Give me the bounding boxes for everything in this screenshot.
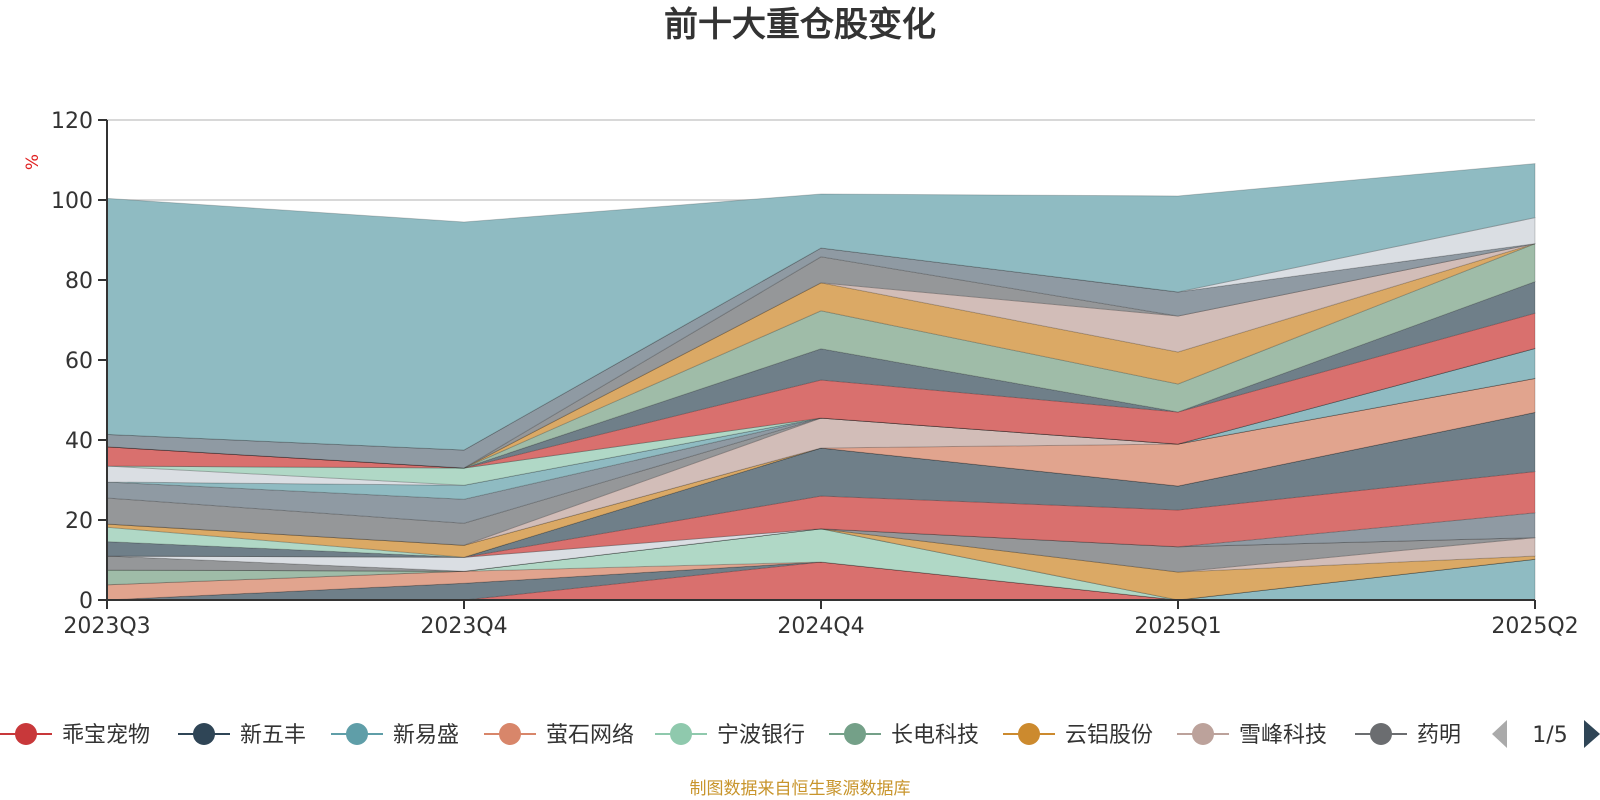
legend-label: 长电科技 [891, 723, 979, 748]
axes: 0 20 40 60 80 100 120 2023Q3 2023Q4 2024Q4 2025Q1 2… [51, 109, 1579, 639]
legend-label: 乖宝宠物 [62, 723, 150, 748]
legend-label: 雪峰科技 [1239, 723, 1327, 748]
legend-item[interactable]: 云铝股份 [1003, 723, 1153, 748]
y-axis-unit-label: % [23, 154, 43, 170]
y-tick-label: 20 [65, 509, 93, 534]
y-tick-label: 0 [79, 589, 93, 614]
area-series-32 [106, 163, 1536, 451]
legend-label: 宁波银行 [717, 723, 805, 748]
y-tick-label: 60 [65, 349, 93, 374]
legend-circle-marker [193, 723, 215, 745]
x-tick-label: 2023Q3 [63, 614, 150, 639]
x-tick-label: 2025Q1 [1134, 614, 1221, 639]
area-series-24 [106, 312, 1536, 469]
legend-label: 萤石网络 [546, 723, 634, 748]
legend-item[interactable]: 长电科技 [829, 723, 979, 748]
y-tick-label: 120 [51, 109, 93, 134]
y-tick-label: 80 [65, 269, 93, 294]
x-tick-label: 2023Q4 [420, 614, 507, 639]
legend-circle-marker [15, 723, 37, 745]
legend-circle-marker [1370, 723, 1392, 745]
y-tick-label: 100 [51, 189, 93, 214]
data-source-note: 制图数据来自恒生聚源数据库 [690, 779, 911, 799]
chart-title: 前十大重仓股变化 [664, 5, 936, 45]
legend-label: 云铝股份 [1065, 723, 1153, 748]
triangle-left-icon[interactable] [1492, 720, 1507, 748]
legend-item[interactable]: 宁波银行 [655, 723, 805, 748]
legend-circle-marker [499, 723, 521, 745]
legend-label: 药明 [1417, 723, 1461, 748]
legend-circle-marker [1018, 723, 1040, 745]
triangle-right-icon[interactable] [1584, 720, 1600, 748]
legend-circle-marker [844, 723, 866, 745]
legend-circle-marker [670, 723, 692, 745]
legend-circle-marker [1192, 723, 1214, 745]
legend: 乖宝宠物 新五丰 新易盛 萤石网络 宁波银行 长电科技 云铝股份 雪峰科技 药明 1/5 [0, 720, 1600, 748]
area-series [106, 163, 1536, 601]
x-tick-label: 2024Q4 [777, 614, 864, 639]
legend-item[interactable]: 药明 [1355, 723, 1461, 748]
legend-item[interactable]: 新五丰 [178, 723, 306, 748]
legend-items: 乖宝宠物 新五丰 新易盛 萤石网络 宁波银行 长电科技 云铝股份 雪峰科技 药明 [0, 723, 1461, 748]
y-tick-label: 40 [65, 429, 93, 454]
x-tick-label: 2025Q2 [1491, 614, 1578, 639]
legend-page-indicator: 1/5 [1532, 723, 1567, 748]
legend-circle-marker [346, 723, 368, 745]
legend-label: 新五丰 [240, 723, 306, 748]
legend-label: 新易盛 [393, 723, 459, 748]
legend-item[interactable]: 新易盛 [331, 723, 459, 748]
area-series-2 [106, 561, 1535, 601]
legend-item[interactable]: 雪峰科技 [1177, 723, 1327, 748]
legend-item[interactable]: 萤石网络 [484, 723, 634, 748]
legend-item[interactable]: 乖宝宠物 [0, 723, 150, 748]
legend-pager: 1/5 [1492, 720, 1600, 748]
